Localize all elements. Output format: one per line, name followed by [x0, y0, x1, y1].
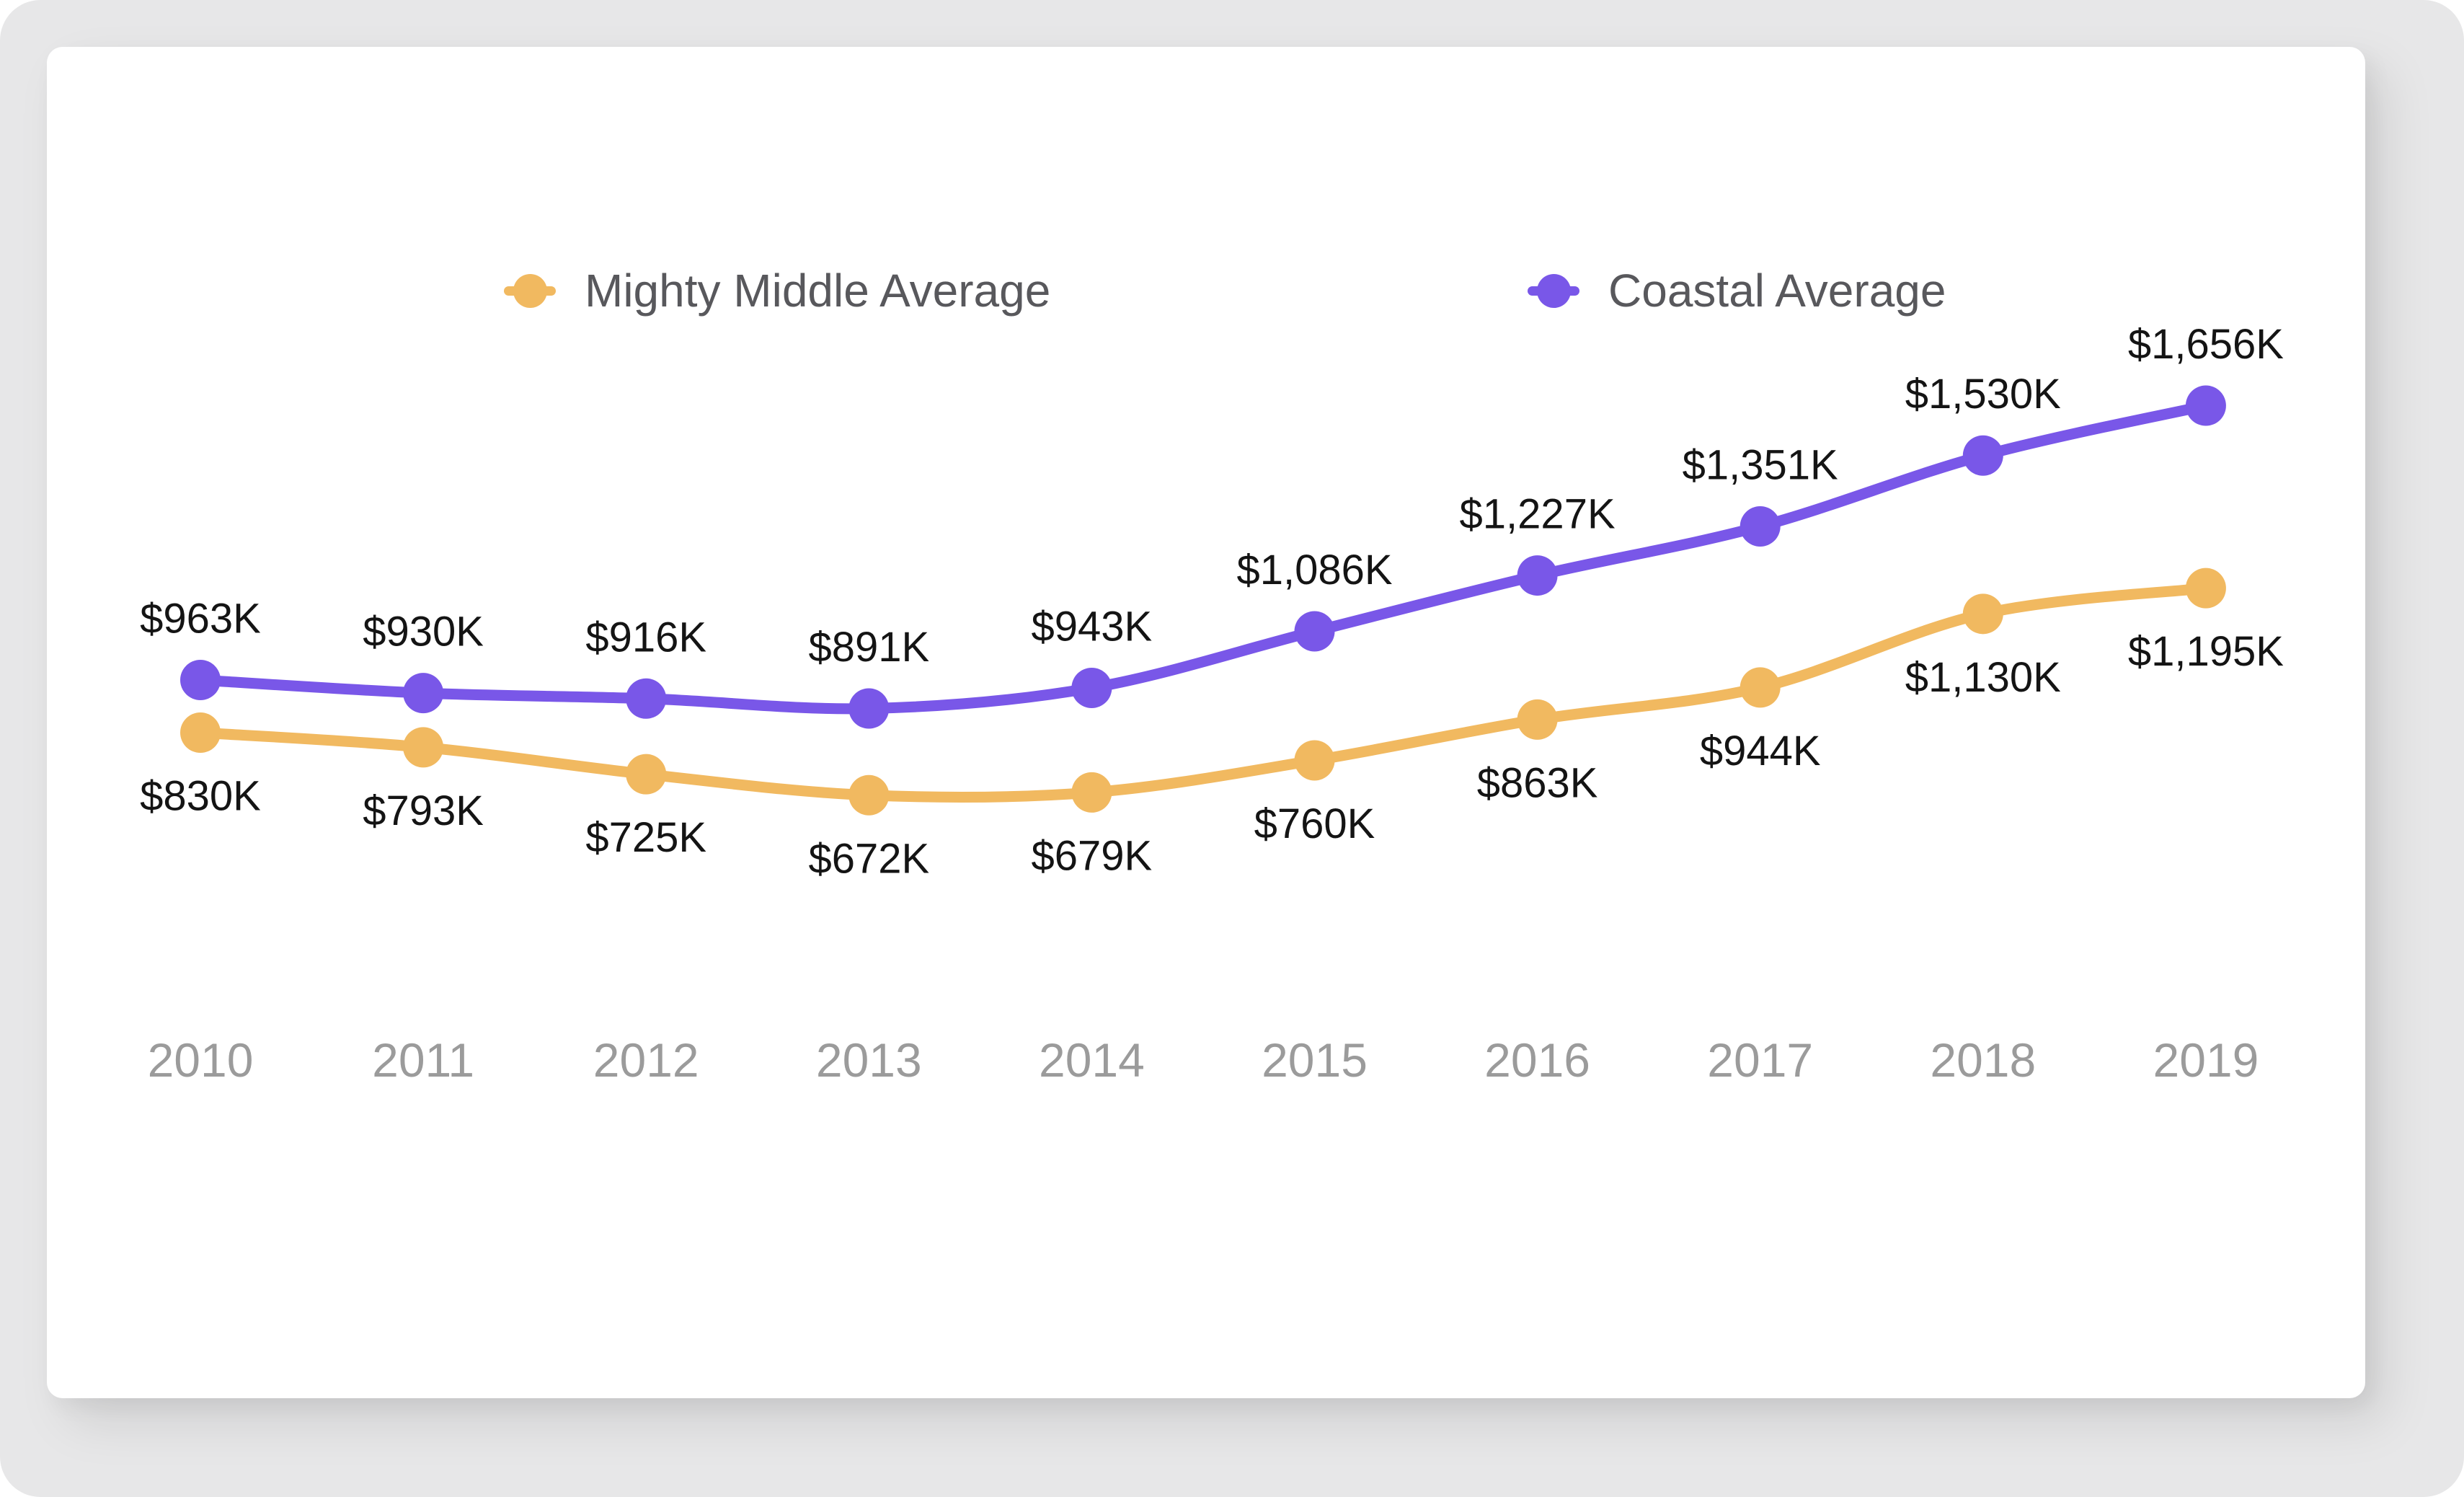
legend-label: Mighty Middle Average [585, 265, 1051, 317]
value-label: $891K [808, 624, 929, 671]
value-label: $943K [1032, 603, 1153, 650]
value-label: $916K [585, 614, 706, 661]
value-label: $963K [140, 596, 261, 642]
value-label: $725K [585, 814, 706, 861]
data-point[interactable] [1294, 740, 1335, 781]
x-axis-label: 2010 [148, 1033, 254, 1087]
data-point[interactable] [180, 660, 221, 700]
data-point[interactable] [1294, 611, 1335, 652]
value-label: $863K [1477, 759, 1598, 806]
chart-legend: Mighty Middle Average Coastal Average [47, 265, 2464, 317]
data-point[interactable] [1740, 667, 1781, 708]
x-axis-label: 2012 [593, 1033, 699, 1087]
value-label: $930K [363, 609, 484, 655]
value-label: $1,351K [1683, 441, 1838, 488]
legend-marker-icon [504, 265, 556, 317]
data-point[interactable] [626, 678, 667, 719]
series-line-1 [195, 400, 2212, 715]
legend-label: Coastal Average [1608, 265, 1946, 317]
data-point[interactable] [848, 688, 890, 729]
value-label: $944K [1700, 728, 1821, 774]
data-point[interactable] [1962, 435, 2003, 476]
x-axis-label: 2015 [1262, 1033, 1368, 1087]
data-point[interactable] [1517, 699, 1558, 740]
data-point[interactable] [1517, 555, 1558, 596]
data-point[interactable] [1740, 505, 1781, 547]
value-label: $1,227K [1460, 491, 1616, 538]
data-point[interactable] [2185, 568, 2226, 609]
value-label: $1,086K [1236, 547, 1392, 593]
legend-marker-icon [1528, 265, 1579, 317]
data-point[interactable] [1071, 667, 1112, 708]
x-axis-label: 2014 [1039, 1033, 1145, 1087]
data-point[interactable] [403, 727, 444, 768]
data-point[interactable] [626, 754, 667, 795]
legend-dot-icon [513, 273, 547, 308]
value-label: $1,530K [1905, 371, 2061, 418]
value-label: $1,130K [1905, 654, 2061, 701]
value-label: $760K [1254, 800, 1375, 847]
value-label: $672K [808, 835, 929, 882]
data-point[interactable] [180, 712, 221, 754]
data-point[interactable] [1071, 772, 1112, 813]
x-axis-label: 2011 [372, 1033, 474, 1087]
chart-card: Mighty Middle Average Coastal Average [47, 47, 2365, 1398]
x-axis-label: 2017 [1707, 1033, 1813, 1087]
data-point[interactable] [403, 673, 444, 714]
value-label: $793K [363, 787, 484, 834]
value-label: $1,656K [2128, 321, 2284, 368]
legend-item-coastal[interactable]: Coastal Average [1528, 265, 1946, 317]
data-point[interactable] [2185, 385, 2226, 426]
legend-item-mighty-middle[interactable]: Mighty Middle Average [504, 265, 1050, 317]
series-line-0 [195, 583, 2212, 803]
value-label: $679K [1032, 832, 1153, 879]
value-label: $1,195K [2128, 628, 2284, 675]
value-label: $830K [140, 773, 261, 820]
x-axis-label: 2019 [2153, 1033, 2259, 1087]
x-axis-label: 2018 [1930, 1033, 2036, 1087]
data-point[interactable] [848, 774, 890, 816]
x-axis-label: 2013 [816, 1033, 922, 1087]
x-axis-label: 2016 [1484, 1033, 1590, 1087]
legend-dot-icon [1536, 273, 1571, 308]
data-point[interactable] [1962, 593, 2003, 635]
